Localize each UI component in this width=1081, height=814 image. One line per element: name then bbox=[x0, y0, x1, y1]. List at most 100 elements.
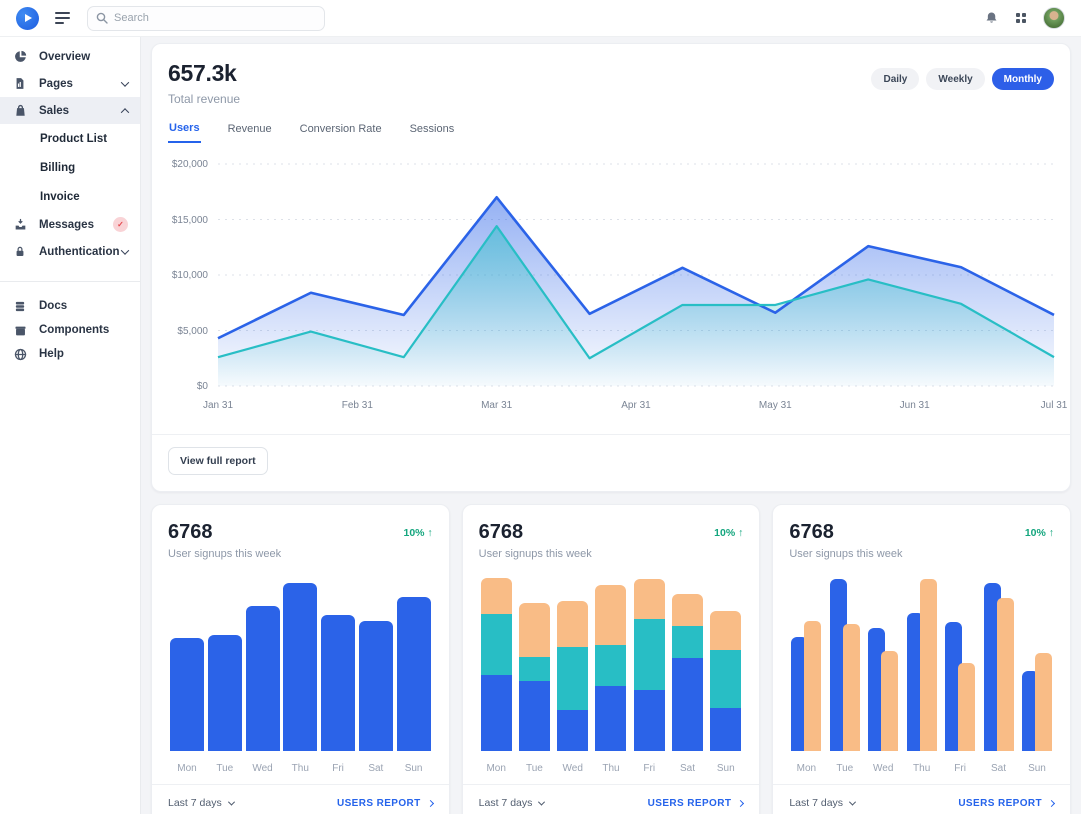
user-avatar[interactable] bbox=[1043, 7, 1065, 29]
chevron-up-icon bbox=[120, 107, 130, 117]
bar-segment bbox=[518, 657, 550, 681]
sidebar-item-components[interactable]: Components bbox=[0, 318, 140, 342]
bar-segment bbox=[595, 585, 627, 645]
bar bbox=[791, 637, 809, 751]
bar-segment bbox=[557, 647, 589, 710]
bar-segment bbox=[710, 708, 742, 751]
bar-column: Fri bbox=[945, 576, 976, 774]
bar-segment bbox=[672, 594, 703, 626]
sidebar-item-label: Sales bbox=[39, 104, 70, 117]
bar bbox=[829, 579, 847, 751]
stacked-bar bbox=[595, 585, 627, 751]
sidebar-item-docs[interactable]: Docs bbox=[0, 294, 140, 318]
bar-column: Fri bbox=[321, 576, 356, 774]
x-tick-label: Feb 31 bbox=[341, 400, 373, 411]
bar bbox=[868, 628, 886, 751]
x-tick-label: Jan 31 bbox=[202, 400, 234, 411]
main-content: 657.3k Total revenue Daily Weekly Monthl… bbox=[141, 37, 1081, 814]
topbar bbox=[0, 0, 1081, 37]
bar-column: Sat bbox=[358, 576, 393, 774]
x-tick-label: Apr 31 bbox=[621, 400, 651, 411]
bar-column: Wed bbox=[557, 576, 589, 774]
stacked-bar bbox=[518, 603, 550, 751]
tab-sessions[interactable]: Sessions bbox=[409, 122, 456, 143]
bar-segment bbox=[557, 601, 589, 647]
search-input[interactable] bbox=[114, 12, 316, 24]
sidebar-item-authentication[interactable]: Authentication bbox=[0, 238, 140, 265]
bar bbox=[996, 598, 1014, 751]
sidebar-item-product-list[interactable]: Product List bbox=[0, 124, 140, 153]
users-report-link[interactable]: USERS REPORT bbox=[648, 798, 745, 809]
sidebar-item-invoice[interactable]: Invoice bbox=[0, 182, 140, 211]
menu-toggle-button[interactable] bbox=[55, 12, 70, 24]
sidebar-item-messages[interactable]: Messages ✓ bbox=[0, 211, 140, 238]
bar bbox=[958, 663, 976, 751]
app-logo[interactable] bbox=[16, 6, 39, 30]
sidebar-item-billing[interactable]: Billing bbox=[0, 153, 140, 182]
stacked-bar bbox=[633, 579, 665, 751]
y-axis: $0 $5,000 $10,000 $15,000 $20,000 bbox=[168, 158, 218, 392]
signups-label: User signups this week bbox=[168, 548, 282, 560]
bar-label: Wed bbox=[562, 763, 583, 774]
period-toggle: Daily Weekly Monthly bbox=[871, 68, 1054, 90]
signups-value: 6768 bbox=[168, 521, 213, 543]
bar-label: Fri bbox=[643, 763, 656, 774]
document-icon bbox=[13, 77, 27, 91]
pill-weekly[interactable]: Weekly bbox=[926, 68, 985, 90]
topbar-actions bbox=[984, 7, 1065, 29]
view-full-report-button[interactable]: View full report bbox=[168, 447, 268, 475]
bar bbox=[1034, 653, 1052, 751]
signup-cards-row: 6768 User signups this week 10% ↑ Mon Tue… bbox=[151, 504, 1072, 814]
series-line bbox=[218, 197, 1054, 338]
sidebar-item-pages[interactable]: Pages bbox=[0, 70, 140, 97]
pie-chart-icon bbox=[13, 50, 27, 64]
bar-column: Wed bbox=[245, 576, 280, 774]
signup-card-footer: Last 7 days USERS REPORT bbox=[462, 774, 760, 809]
stacked-bar bbox=[672, 594, 703, 751]
bar-column: Mon bbox=[480, 576, 512, 774]
users-report-link[interactable]: USERS REPORT bbox=[337, 798, 434, 809]
series-line bbox=[218, 226, 1054, 358]
sidebar-item-overview[interactable]: Overview bbox=[0, 43, 140, 70]
sidebar-item-sales[interactable]: Sales bbox=[0, 97, 140, 124]
stacked-bar bbox=[480, 578, 512, 751]
tab-users[interactable]: Users bbox=[168, 122, 201, 143]
notifications-button[interactable] bbox=[984, 11, 999, 26]
bell-icon bbox=[986, 12, 996, 23]
apps-grid-button[interactable] bbox=[1015, 12, 1026, 24]
date-range-dropdown[interactable]: Last 7 days bbox=[789, 797, 857, 809]
y-tick-label: $10,000 bbox=[171, 270, 208, 281]
pill-monthly[interactable]: Monthly bbox=[991, 68, 1054, 90]
sidebar-item-help[interactable]: Help bbox=[0, 342, 140, 366]
signup-card-header: 6768 User signups this week 10% ↑ bbox=[789, 521, 1054, 560]
sidebar-item-label: Components bbox=[39, 324, 110, 336]
date-range-dropdown[interactable]: Last 7 days bbox=[479, 797, 546, 809]
bar bbox=[321, 615, 356, 751]
users-report-link[interactable]: USERS REPORT bbox=[958, 798, 1056, 809]
bar-segment bbox=[518, 603, 550, 657]
messages-badge: ✓ bbox=[113, 217, 128, 232]
sidebar-item-label: Product List bbox=[40, 132, 108, 145]
bar-column: Tue bbox=[207, 576, 242, 774]
pill-daily[interactable]: Daily bbox=[871, 68, 920, 90]
total-revenue-value: 657.3k bbox=[168, 60, 237, 86]
bar bbox=[983, 583, 1001, 751]
date-range-dropdown[interactable]: Last 7 days bbox=[168, 797, 235, 809]
search-box[interactable] bbox=[87, 5, 325, 31]
chevron-down-icon bbox=[120, 245, 130, 255]
bar-label: Mon bbox=[177, 763, 197, 774]
bar-label: Thu bbox=[602, 763, 620, 774]
bar-segment bbox=[633, 579, 665, 619]
bar bbox=[245, 606, 280, 751]
bar-segment bbox=[633, 690, 665, 751]
metric-tabs: Users Revenue Conversion Rate Sessions bbox=[168, 122, 1054, 144]
tab-conversion-rate[interactable]: Conversion Rate bbox=[299, 122, 383, 143]
x-tick-label: Jul 31 bbox=[1040, 400, 1068, 411]
signups-value: 6768 bbox=[478, 521, 524, 543]
signup-card-1: 6768 User signups this week 10% ↑ Mon Tue… bbox=[151, 504, 450, 814]
bar-segment bbox=[710, 611, 742, 650]
delta-badge: 10% ↑ bbox=[714, 527, 744, 539]
card-divider bbox=[152, 784, 449, 785]
signup-card-header: 6768 User signups this week 10% ↑ bbox=[479, 521, 744, 560]
tab-revenue[interactable]: Revenue bbox=[227, 122, 273, 143]
